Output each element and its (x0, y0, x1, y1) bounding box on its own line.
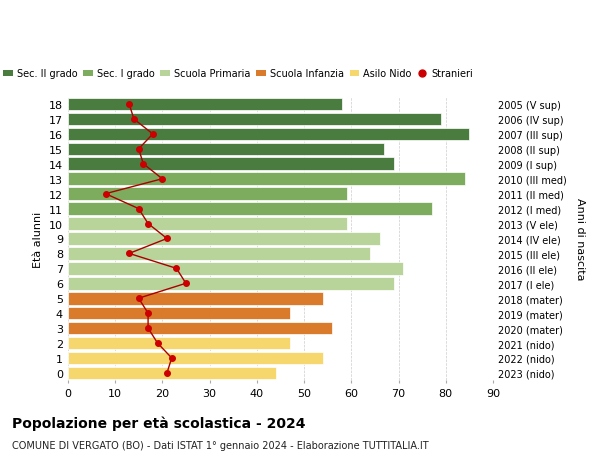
Bar (68, 322, 332, 335)
Bar (68, 129, 469, 141)
Bar (68, 292, 323, 305)
Bar (68, 337, 290, 350)
Bar (68, 203, 431, 215)
Bar (68, 143, 385, 156)
Bar (68, 263, 403, 275)
Bar (68, 367, 275, 380)
Bar (68, 307, 290, 320)
Y-axis label: Anni di nascita: Anni di nascita (575, 198, 585, 280)
Bar (68, 247, 370, 260)
Bar (68, 233, 380, 245)
Bar (68, 113, 441, 126)
Bar (68, 99, 342, 111)
Text: Popolazione per età scolastica - 2024: Popolazione per età scolastica - 2024 (12, 415, 305, 430)
Text: COMUNE DI VERGATO (BO) - Dati ISTAT 1° gennaio 2024 - Elaborazione TUTTITALIA.IT: COMUNE DI VERGATO (BO) - Dati ISTAT 1° g… (12, 440, 428, 450)
Y-axis label: Età alunni: Età alunni (33, 211, 43, 267)
Bar (68, 352, 323, 364)
Legend: Sec. II grado, Sec. I grado, Scuola Primaria, Scuola Infanzia, Asilo Nido, Stran: Sec. II grado, Sec. I grado, Scuola Prim… (0, 66, 476, 83)
Bar (68, 218, 347, 230)
Bar (68, 158, 394, 171)
Bar (68, 173, 465, 186)
Bar (68, 277, 394, 290)
Bar (68, 188, 347, 201)
